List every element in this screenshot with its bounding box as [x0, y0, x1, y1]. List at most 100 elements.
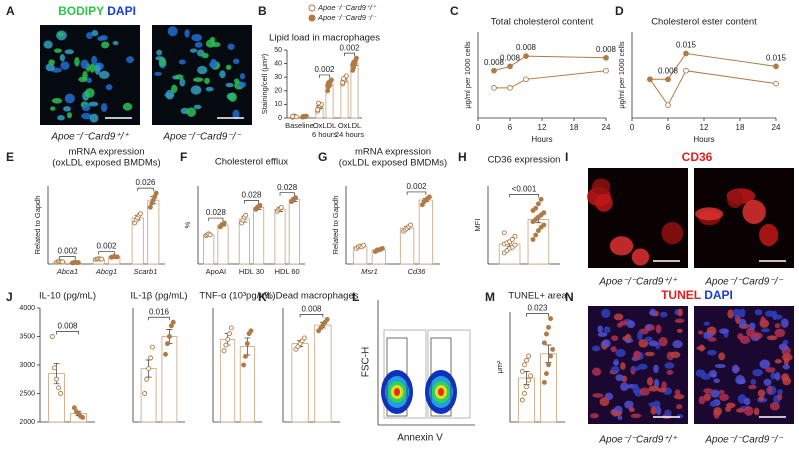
x-tick-label: Baseline — [285, 121, 314, 130]
chart-title: Cholesterol ester content — [651, 17, 757, 28]
data-point — [142, 391, 148, 396]
x-tick-label: Cd36 — [408, 267, 427, 276]
cell — [731, 364, 740, 374]
y-tick-label: 20 — [274, 88, 282, 95]
cell — [86, 32, 93, 40]
y-tick-label: 50 — [274, 47, 282, 54]
panel-label: E — [6, 150, 14, 164]
data-point — [543, 331, 549, 337]
cell — [695, 207, 724, 221]
title-part: CD36 — [682, 150, 713, 164]
chart-subtitle: (oxLDL exposed BMDMs) — [339, 158, 447, 169]
panel-title: BODIPY DAPI — [58, 4, 136, 18]
title-part: TUNEL — [661, 288, 701, 302]
cell — [766, 335, 778, 341]
cell — [615, 374, 624, 382]
cell — [197, 65, 208, 75]
line-point — [523, 76, 529, 83]
cell — [753, 407, 760, 416]
data-point — [243, 212, 249, 218]
cell — [50, 106, 56, 111]
data-point — [315, 107, 321, 113]
p-value: 0.002 — [57, 247, 78, 256]
y-axis-label: MFI — [473, 219, 482, 232]
significance-bracket — [208, 217, 224, 222]
cell — [154, 71, 162, 76]
cell — [63, 106, 71, 112]
data-point — [221, 220, 227, 226]
x-tick-label: 18 — [570, 123, 579, 132]
micrograph — [152, 25, 252, 125]
cell — [615, 348, 626, 358]
p-value: 0.008 — [301, 305, 322, 314]
chart-title: IL-10 (pg/mL) — [39, 291, 96, 302]
chart-title: mRNA expression — [355, 147, 431, 158]
panel-label: C — [450, 4, 459, 18]
p-value: 0.026 — [135, 178, 156, 187]
cell — [748, 322, 756, 331]
data-point — [548, 316, 554, 322]
cell — [616, 322, 623, 328]
cell — [170, 84, 178, 94]
cell — [178, 59, 186, 65]
cell — [232, 109, 240, 120]
panel-label: G — [318, 150, 327, 164]
cell — [648, 340, 659, 347]
cell — [228, 92, 237, 102]
cell — [91, 30, 99, 37]
panel-label: K — [258, 290, 267, 304]
cell — [165, 89, 175, 100]
data-point — [324, 316, 330, 322]
cell — [80, 59, 89, 69]
cell — [81, 112, 92, 120]
cell — [599, 397, 610, 406]
cell — [714, 363, 726, 369]
data-point — [526, 377, 532, 383]
x-axis-label: Annexin V — [397, 433, 443, 444]
p-value: <0.001 — [512, 184, 537, 193]
legend-marker — [308, 14, 316, 22]
cell — [735, 375, 745, 385]
panel-label: F — [180, 150, 187, 164]
cell — [718, 352, 726, 361]
x-tick-label: 6 — [508, 123, 513, 132]
cell — [666, 369, 674, 375]
x-tick-label: 24 hours — [335, 130, 364, 139]
y-tick-label: 30 — [274, 74, 282, 81]
x-tick-label: 18 — [736, 123, 745, 132]
line — [493, 55, 607, 72]
panel-label: I — [565, 150, 568, 164]
cell — [192, 77, 204, 83]
data-point — [168, 323, 174, 329]
cell — [763, 378, 772, 386]
cell — [719, 393, 729, 402]
cell — [54, 48, 62, 53]
cell — [637, 331, 643, 341]
data-point — [278, 204, 284, 210]
cell — [655, 406, 662, 416]
cell — [624, 400, 634, 409]
cell — [653, 364, 659, 374]
cell — [649, 308, 656, 317]
cell — [66, 112, 72, 119]
cell — [189, 48, 198, 53]
data-point — [512, 242, 518, 248]
bar — [203, 234, 215, 265]
data-point — [535, 201, 541, 207]
data-point — [293, 195, 299, 201]
cell — [613, 360, 619, 366]
cell — [739, 335, 751, 344]
cell — [91, 55, 98, 65]
data-point — [361, 242, 367, 248]
chart-title: Total cholesterol content — [491, 17, 594, 28]
significance-bracket — [526, 313, 549, 317]
data-point — [541, 340, 547, 346]
chart-title: mRNA expression — [68, 147, 144, 158]
data-point — [550, 346, 556, 352]
data-point — [301, 335, 307, 341]
data-point — [316, 100, 322, 106]
cell — [677, 308, 683, 317]
data-point — [530, 237, 536, 242]
cell — [51, 98, 63, 104]
